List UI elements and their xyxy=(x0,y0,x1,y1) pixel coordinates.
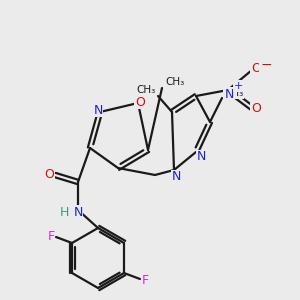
Text: CH₃: CH₃ xyxy=(137,85,156,95)
Text: O: O xyxy=(135,95,145,109)
Text: F: F xyxy=(141,274,148,286)
Text: CH₃: CH₃ xyxy=(224,88,243,98)
Text: N: N xyxy=(196,151,206,164)
Text: N: N xyxy=(224,88,234,100)
Text: N: N xyxy=(93,103,103,116)
Text: O: O xyxy=(251,62,261,76)
Text: +: + xyxy=(233,81,243,91)
Text: CH₃: CH₃ xyxy=(165,77,184,87)
Text: O: O xyxy=(251,103,261,116)
Text: N: N xyxy=(73,206,83,218)
Text: F: F xyxy=(47,230,55,242)
Text: H: H xyxy=(59,206,69,218)
Text: N: N xyxy=(171,170,181,184)
Text: −: − xyxy=(260,58,272,72)
Text: O: O xyxy=(44,167,54,181)
